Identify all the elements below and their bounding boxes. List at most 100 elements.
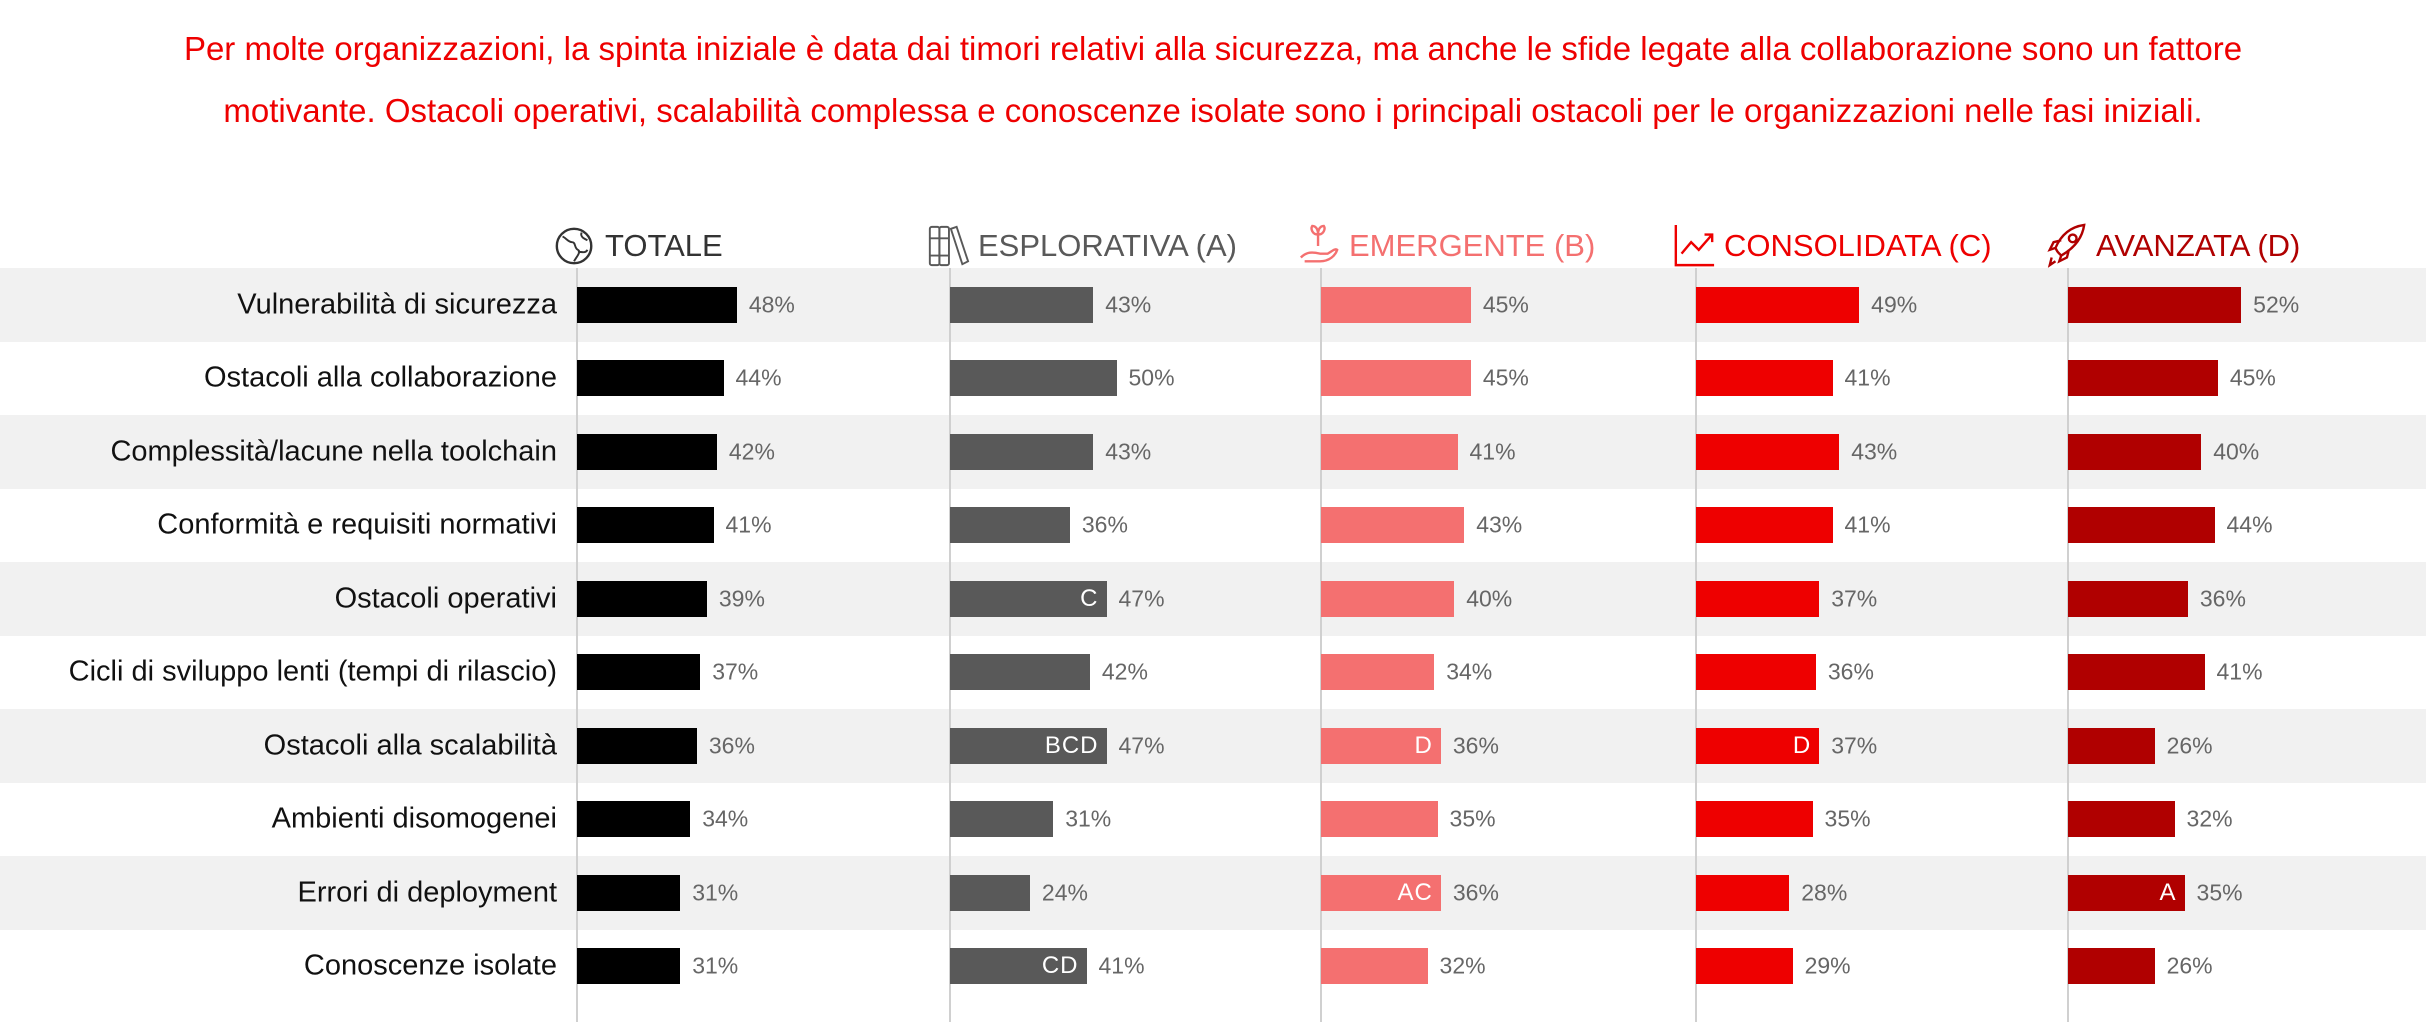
significance-letters: D	[1792, 731, 1812, 759]
value-label: 37%	[712, 658, 759, 685]
bar	[1696, 654, 1816, 691]
value-label: 50%	[1128, 364, 1175, 391]
axis-line	[576, 268, 578, 1022]
row-band	[0, 782, 2426, 856]
series-header: TOTALE	[553, 226, 723, 266]
value-label: 36%	[1452, 732, 1499, 759]
value-label: 43%	[1851, 438, 1898, 465]
value-label: 52%	[2253, 291, 2300, 318]
series-header: EMERGENTE (B)	[1297, 224, 1596, 266]
value-label: 47%	[1118, 585, 1165, 612]
bar	[2068, 507, 2215, 544]
bar	[950, 654, 1090, 691]
bar: CD	[950, 948, 1087, 985]
value-label: 41%	[2216, 658, 2263, 685]
significance-letters: D	[1414, 731, 1433, 759]
row-label: Conoscenze isolate	[303, 949, 557, 982]
chart-title: Per molte organizzazioni, la spinta iniz…	[0, 18, 2426, 142]
series-header: AVANZATA (D)	[2044, 223, 2300, 268]
value-label: 39%	[718, 585, 765, 612]
bar	[950, 507, 1070, 544]
title-line-1: Per molte organizzazioni, la spinta iniz…	[183, 30, 2243, 67]
value-label: 42%	[728, 438, 775, 465]
series-header: ESPLORATIVA (A)	[926, 225, 1237, 267]
bar	[577, 948, 681, 985]
bar	[1696, 360, 1833, 397]
bar	[577, 507, 714, 544]
bar	[950, 360, 1117, 397]
bar	[2068, 654, 2205, 691]
row-band	[0, 856, 2426, 930]
bar	[2068, 286, 2242, 323]
value-label: 36%	[1081, 511, 1128, 538]
growth-chart-icon	[1674, 224, 1715, 267]
value-label: 48%	[748, 291, 795, 318]
bar	[577, 580, 707, 617]
rocket-icon	[2047, 223, 2086, 268]
books-icon	[928, 225, 970, 267]
row-label: Ostacoli alla scalabilità	[263, 729, 557, 762]
bar	[950, 433, 1094, 470]
bar	[1696, 874, 1790, 911]
bar	[1321, 507, 1465, 544]
sprout-hand-icon	[1299, 224, 1339, 263]
bar	[1696, 948, 1793, 985]
value-label: 41%	[1844, 511, 1891, 538]
bar: BCD	[950, 727, 1107, 764]
row-band	[0, 635, 2426, 709]
bar: A	[2068, 874, 2185, 911]
value-label: 32%	[2186, 805, 2233, 832]
bar	[577, 654, 701, 691]
row-band	[0, 488, 2426, 562]
bar	[1321, 433, 1458, 470]
bar	[1321, 654, 1435, 691]
value-label: 31%	[692, 879, 739, 906]
row-label: Cicli di sviluppo lenti (tempi di rilasc…	[68, 655, 557, 688]
value-label: 41%	[1469, 438, 1516, 465]
bar	[1321, 801, 1438, 838]
significance-letters: BCD	[1044, 731, 1099, 759]
value-label: 41%	[1844, 364, 1891, 391]
value-label: 42%	[1101, 658, 1148, 685]
series-name: CONSOLIDATA (C)	[1724, 228, 1992, 263]
axis-line	[1320, 268, 1322, 1022]
row-label: Ostacoli alla collaborazione	[203, 361, 557, 394]
value-label: 35%	[1824, 805, 1871, 832]
value-label: 36%	[1452, 879, 1499, 906]
series-header: CONSOLIDATA (C)	[1672, 224, 1992, 267]
bar: AC	[1321, 874, 1441, 911]
value-label: 43%	[1476, 511, 1523, 538]
bar: D	[1696, 727, 1820, 764]
value-label: 44%	[735, 364, 782, 391]
row-band	[0, 562, 2426, 636]
row-label: Ambienti disomogenei	[271, 802, 557, 835]
row-band	[0, 415, 2426, 489]
row-label: Vulnerabilità di sicurezza	[237, 288, 557, 321]
bar: C	[950, 580, 1107, 617]
bar	[1321, 286, 1471, 323]
value-label: 45%	[1482, 291, 1529, 318]
value-label: 32%	[1439, 952, 1486, 979]
value-label: 43%	[1105, 291, 1152, 318]
value-label: 40%	[2213, 438, 2260, 465]
globe-icon	[555, 227, 593, 265]
value-label: 24%	[1041, 879, 1088, 906]
series-name: EMERGENTE (B)	[1349, 228, 1596, 263]
bar	[950, 801, 1054, 838]
value-label: 40%	[1466, 585, 1513, 612]
bar	[2068, 727, 2155, 764]
bar	[2068, 801, 2175, 838]
bar: D	[1321, 727, 1441, 764]
value-label: 44%	[2226, 511, 2273, 538]
bar	[1696, 433, 1840, 470]
row-label: Ostacoli operativi	[334, 582, 557, 615]
bar	[1696, 286, 1860, 323]
bar	[577, 360, 724, 397]
significance-letters: C	[1080, 584, 1099, 612]
value-label: 35%	[2196, 879, 2243, 906]
value-label: 36%	[2199, 585, 2246, 612]
value-label: 45%	[1482, 364, 1529, 391]
value-label: 31%	[692, 952, 739, 979]
significance-letters: A	[2159, 878, 2177, 906]
value-label: 41%	[1098, 952, 1145, 979]
